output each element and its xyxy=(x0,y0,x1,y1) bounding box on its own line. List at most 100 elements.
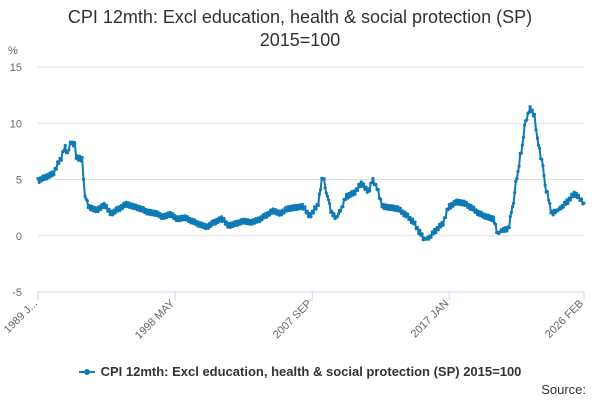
legend[interactable]: CPI 12mth: Excl education, health & soci… xyxy=(0,364,600,379)
data-point xyxy=(205,223,209,227)
data-point xyxy=(90,204,94,208)
data-point xyxy=(534,128,538,132)
gridlines xyxy=(38,66,584,293)
data-point xyxy=(458,202,462,207)
data-point xyxy=(256,216,260,220)
data-point xyxy=(500,229,504,234)
data-point xyxy=(420,232,424,236)
data-point xyxy=(226,225,230,229)
data-point xyxy=(294,207,298,212)
data-point xyxy=(332,212,336,216)
data-point xyxy=(172,217,176,221)
data-point xyxy=(441,223,445,227)
data-point xyxy=(174,218,178,223)
data-point xyxy=(141,206,145,210)
data-point xyxy=(114,206,118,210)
data-point xyxy=(107,207,111,211)
data-point xyxy=(283,206,287,210)
data-point xyxy=(104,203,109,207)
data-point xyxy=(171,212,175,216)
data-point xyxy=(103,206,107,210)
data-point xyxy=(306,215,311,219)
data-point xyxy=(195,220,199,224)
data-point xyxy=(182,218,186,222)
data-point xyxy=(264,211,268,216)
data-point xyxy=(160,216,164,220)
data-point xyxy=(316,203,320,208)
data-point xyxy=(317,192,321,196)
data-point xyxy=(380,205,384,209)
data-point xyxy=(540,157,544,161)
series-layer xyxy=(36,105,586,242)
data-point xyxy=(166,211,170,215)
data-point xyxy=(138,209,142,213)
data-point xyxy=(78,154,82,158)
data-point xyxy=(547,198,551,202)
data-point xyxy=(267,213,271,217)
data-point xyxy=(382,207,386,211)
data-point xyxy=(147,212,151,216)
data-point xyxy=(452,199,456,203)
data-point xyxy=(76,158,80,162)
data-point xyxy=(352,189,356,193)
data-point xyxy=(413,220,417,224)
data-point xyxy=(477,209,481,213)
data-point xyxy=(144,207,148,211)
data-point xyxy=(131,202,136,207)
data-point xyxy=(227,222,231,226)
data-point xyxy=(535,136,540,140)
data-point xyxy=(374,182,378,186)
data-point xyxy=(406,212,410,216)
data-point xyxy=(298,203,302,207)
data-point xyxy=(281,208,285,212)
data-point xyxy=(326,198,331,202)
data-point xyxy=(451,204,455,208)
data-point xyxy=(178,215,182,219)
data-point xyxy=(561,205,565,209)
data-point xyxy=(520,143,525,147)
data-point xyxy=(396,205,400,209)
data-point xyxy=(289,208,293,212)
y-axis-label: % xyxy=(8,45,18,57)
data-point xyxy=(243,221,247,225)
data-point xyxy=(436,228,440,232)
data-point xyxy=(385,207,389,211)
data-point xyxy=(100,203,104,207)
data-point xyxy=(239,218,243,222)
data-point xyxy=(127,201,131,205)
data-point xyxy=(346,196,350,200)
data-point xyxy=(528,105,532,109)
data-point xyxy=(152,213,156,217)
data-point xyxy=(74,156,78,160)
data-point xyxy=(358,185,362,189)
data-point xyxy=(517,164,521,168)
data-point xyxy=(173,214,177,218)
data-point xyxy=(444,215,448,220)
data-point xyxy=(59,158,63,162)
x-tick-label: 1998 MAY xyxy=(133,297,178,342)
data-point xyxy=(63,143,67,148)
data-point xyxy=(49,174,54,178)
data-point xyxy=(362,182,366,186)
data-point xyxy=(43,173,47,177)
data-point xyxy=(168,210,172,214)
data-point xyxy=(353,192,357,196)
data-point xyxy=(434,231,438,235)
data-point xyxy=(57,161,61,165)
data-point xyxy=(457,198,461,202)
data-point xyxy=(164,215,169,220)
data-point xyxy=(250,222,254,226)
data-point xyxy=(215,217,219,221)
data-point xyxy=(433,227,437,231)
data-point xyxy=(411,217,415,221)
data-point xyxy=(135,208,139,212)
data-point xyxy=(81,177,86,181)
data-point xyxy=(376,187,380,192)
data-point xyxy=(217,216,221,220)
data-point xyxy=(574,191,579,195)
data-point xyxy=(108,213,112,217)
data-point xyxy=(559,207,563,211)
data-point xyxy=(275,212,279,216)
data-point xyxy=(269,208,273,212)
data-point xyxy=(67,148,71,152)
